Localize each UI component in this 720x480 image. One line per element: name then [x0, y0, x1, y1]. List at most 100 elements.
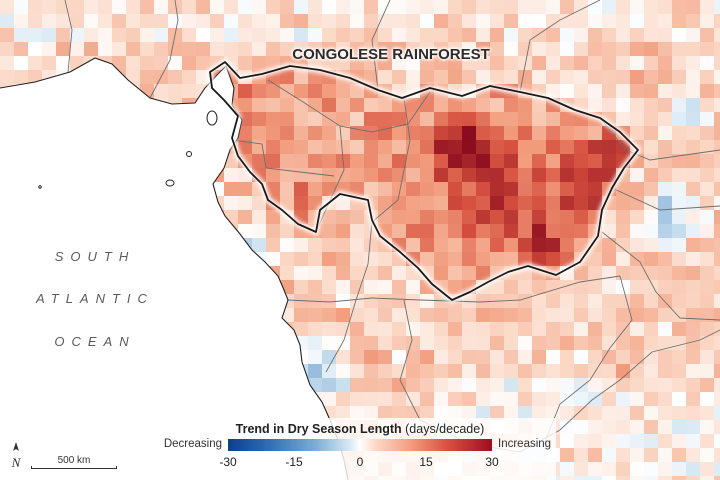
trend-cell: [280, 98, 294, 112]
trend-cell: [420, 322, 434, 336]
trend-cell: [700, 322, 714, 336]
trend-cell: [658, 434, 672, 448]
trend-cell: [476, 28, 490, 42]
trend-cell: [350, 336, 364, 350]
trend-cell: [686, 140, 700, 154]
trend-cell: [294, 0, 308, 14]
trend-cell: [364, 266, 378, 280]
trend-cell: [308, 350, 322, 364]
trend-cell: [560, 126, 574, 140]
trend-cell: [644, 70, 658, 84]
ocean-label-line-1: SOUTH: [54, 249, 136, 264]
trend-cell: [490, 350, 504, 364]
trend-cell: [672, 322, 686, 336]
trend-cell: [574, 14, 588, 28]
trend-cell: [532, 378, 546, 392]
trend-cell: [322, 392, 336, 406]
trend-cell: [574, 266, 588, 280]
trend-cell: [126, 28, 140, 42]
trend-cell: [448, 196, 462, 210]
trend-cell: [714, 378, 720, 392]
trend-cell: [392, 42, 406, 56]
trend-cell: [420, 378, 434, 392]
trend-cell: [322, 378, 336, 392]
trend-cell: [392, 322, 406, 336]
trend-cell: [350, 392, 364, 406]
trend-cell: [490, 28, 504, 42]
north-arrow-label: N: [11, 455, 22, 470]
trend-cell: [602, 84, 616, 98]
trend-cell: [280, 196, 294, 210]
trend-cell: [42, 0, 56, 14]
trend-cell: [532, 238, 546, 252]
trend-cell: [546, 28, 560, 42]
trend-cell: [504, 378, 518, 392]
trend-cell: [644, 154, 658, 168]
trend-cell: [294, 252, 308, 266]
trend-cell: [140, 28, 154, 42]
trend-cell: [280, 70, 294, 84]
trend-cell: [588, 308, 602, 322]
trend-cell: [644, 252, 658, 266]
trend-cell: [462, 154, 476, 168]
trend-cell: [336, 322, 350, 336]
trend-cell: [644, 350, 658, 364]
trend-cell: [602, 420, 616, 434]
trend-cell: [602, 350, 616, 364]
trend-cell: [700, 392, 714, 406]
trend-cell: [476, 182, 490, 196]
trend-cell: [336, 14, 350, 28]
trend-cell: [168, 56, 182, 70]
trend-cell: [574, 308, 588, 322]
trend-cell: [574, 294, 588, 308]
trend-cell: [84, 42, 98, 56]
trend-cell: [350, 322, 364, 336]
trend-cell: [322, 28, 336, 42]
trend-cell: [448, 0, 462, 14]
trend-cell: [518, 364, 532, 378]
trend-cell: [476, 406, 490, 420]
trend-cell: [434, 252, 448, 266]
trend-cell: [84, 0, 98, 14]
trend-cell: [714, 252, 720, 266]
trend-cell: [322, 364, 336, 378]
trend-cell: [392, 336, 406, 350]
trend-cell: [0, 14, 14, 28]
trend-cell: [644, 434, 658, 448]
trend-cell: [588, 84, 602, 98]
trend-cell: [588, 448, 602, 462]
trend-cell: [714, 70, 720, 84]
trend-cell: [644, 196, 658, 210]
trend-cell: [378, 70, 392, 84]
trend-cell: [560, 196, 574, 210]
trend-cell: [196, 14, 210, 28]
trend-cell: [112, 0, 126, 14]
trend-cell: [686, 448, 700, 462]
trend-cell: [336, 196, 350, 210]
trend-cell: [672, 364, 686, 378]
trend-cell: [658, 70, 672, 84]
trend-cell: [518, 0, 532, 14]
trend-cell: [658, 0, 672, 14]
trend-cell: [616, 210, 630, 224]
trend-cell: [644, 476, 658, 480]
trend-cell: [322, 224, 336, 238]
trend-cell: [364, 70, 378, 84]
trend-cell: [686, 196, 700, 210]
trend-cell: [574, 224, 588, 238]
trend-cell: [140, 70, 154, 84]
trend-cell: [546, 224, 560, 238]
trend-cell: [476, 98, 490, 112]
country-border: [325, 97, 411, 373]
trend-cell: [420, 308, 434, 322]
trend-cell: [448, 406, 462, 420]
trend-cell: [378, 406, 392, 420]
trend-cell: [672, 126, 686, 140]
trend-cell: [350, 182, 364, 196]
trend-cell: [308, 322, 322, 336]
trend-cell: [714, 140, 720, 154]
trend-cell: [644, 336, 658, 350]
trend-cell: [364, 280, 378, 294]
trend-cell: [518, 168, 532, 182]
